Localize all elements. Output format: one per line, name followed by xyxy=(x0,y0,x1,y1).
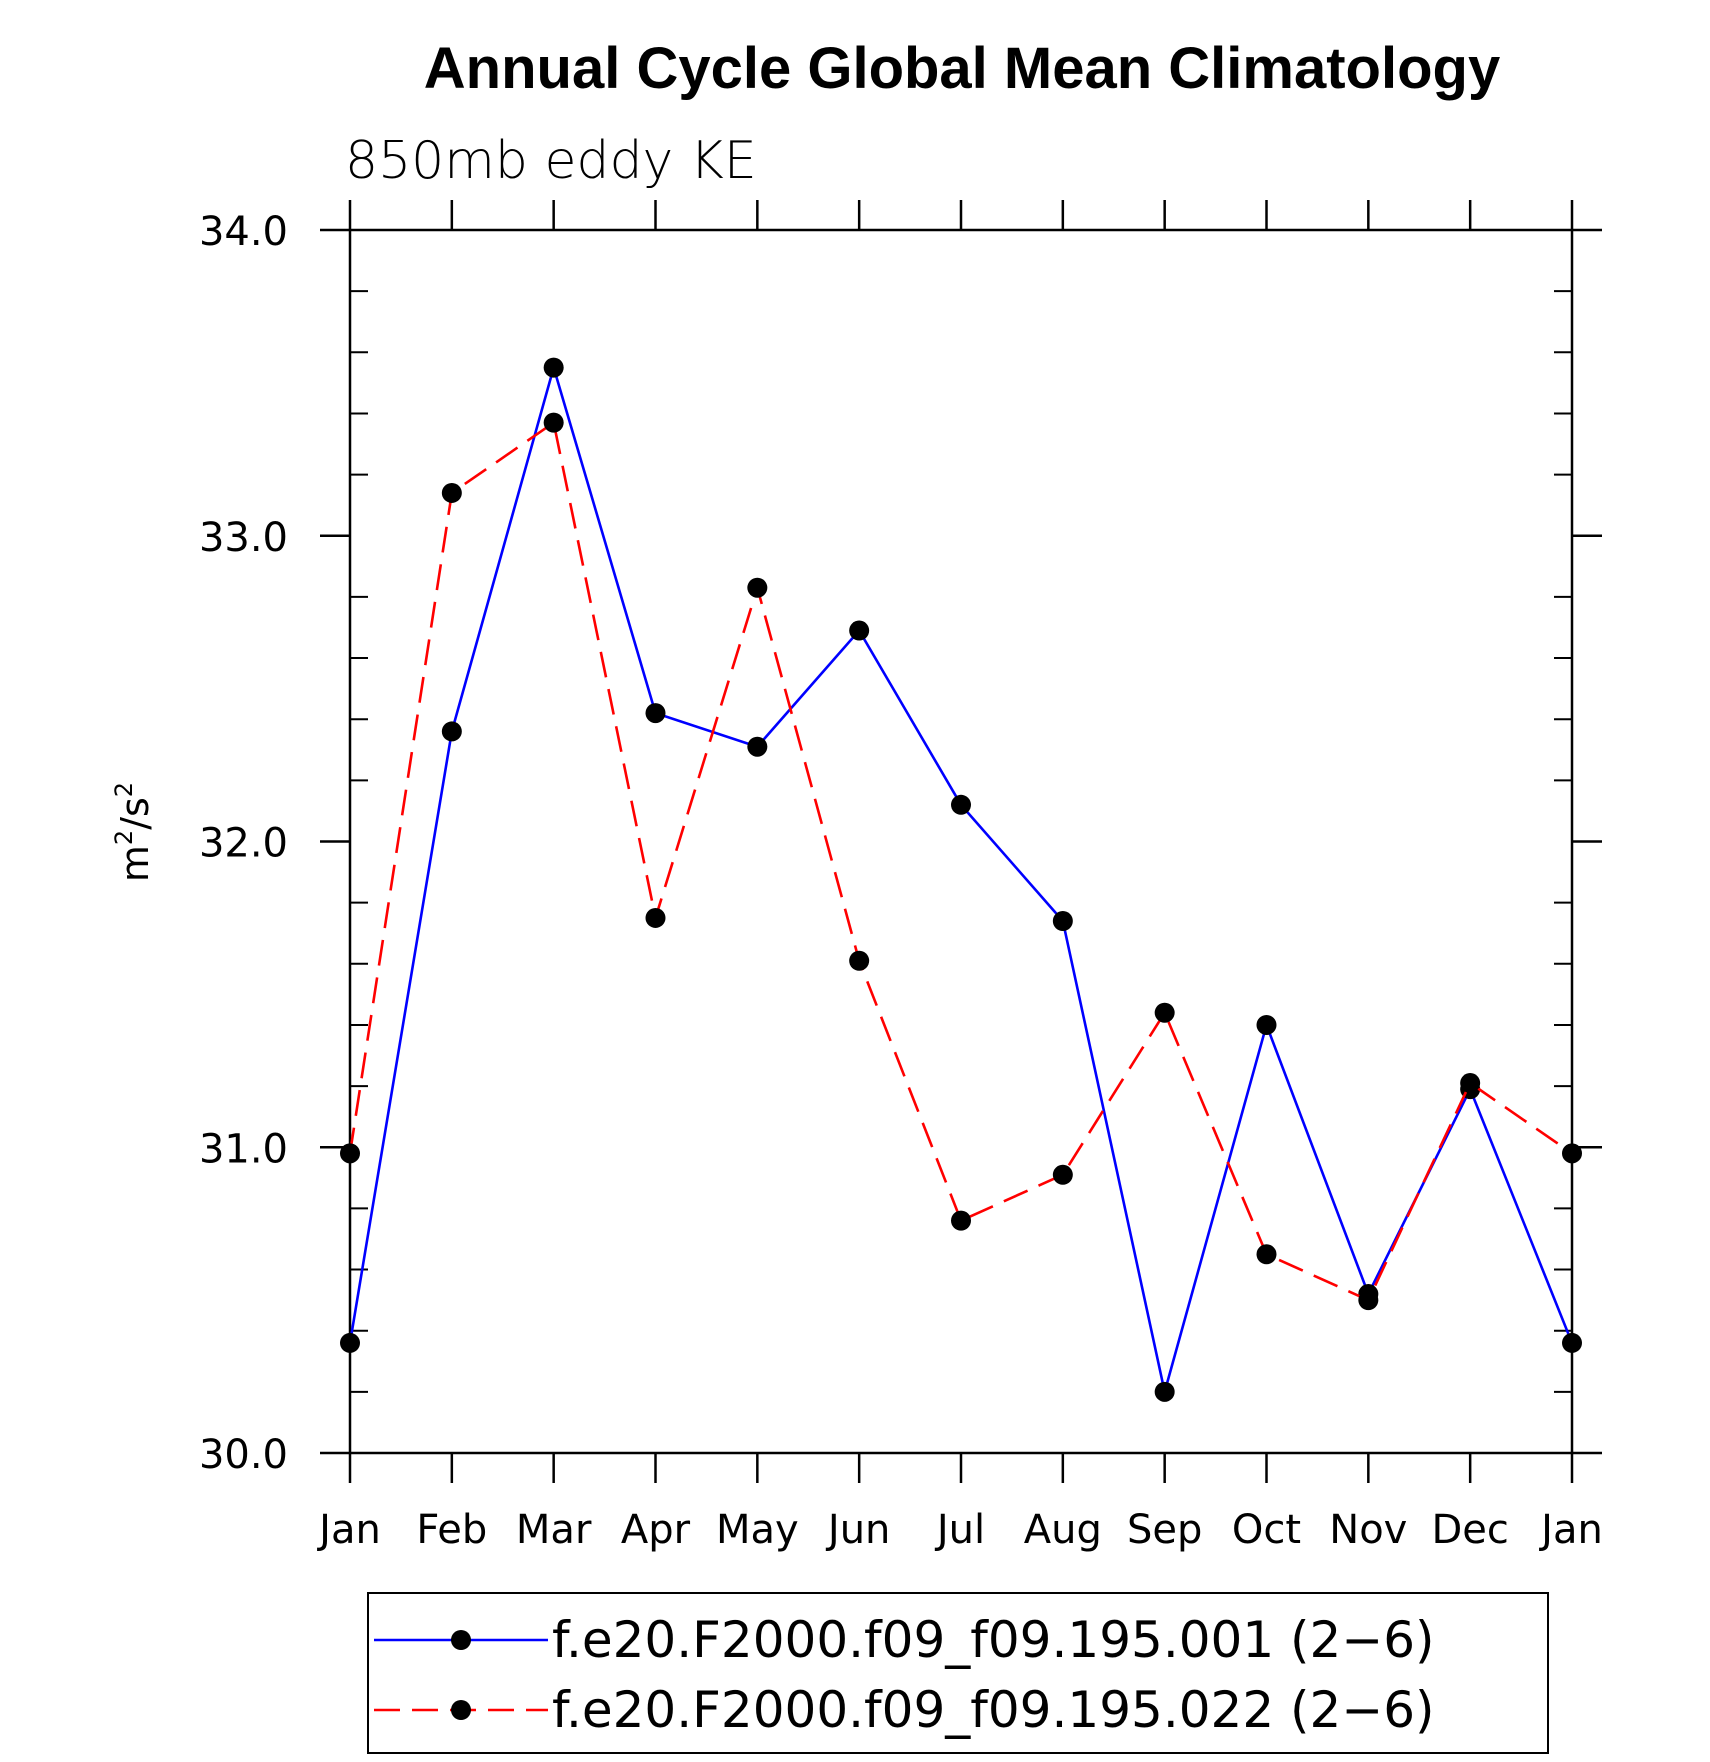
data-point xyxy=(645,703,666,724)
chart-title: Annual Cycle Global Mean Climatology xyxy=(424,36,1500,101)
y-tick-label: 33.0 xyxy=(199,515,288,561)
data-point xyxy=(1154,1002,1175,1023)
data-point xyxy=(1562,1332,1582,1353)
data-point xyxy=(747,577,768,598)
tick-labels: Jan Feb Mar Apr May Jun Jul Aug Sep Oct Nov Dec Jan 3… xyxy=(199,209,1603,1553)
data-point xyxy=(747,736,768,757)
data-point xyxy=(340,1143,360,1164)
x-tick-label: Apr xyxy=(621,1507,691,1553)
ticks xyxy=(320,200,1602,1483)
x-tick-label: Jan xyxy=(1538,1507,1603,1553)
data-point xyxy=(1052,1164,1073,1185)
data-point xyxy=(1256,1244,1277,1265)
series-1 xyxy=(340,357,1582,1402)
x-tick-label: May xyxy=(716,1507,799,1553)
series-2 xyxy=(340,412,1582,1311)
x-tick-label: Feb xyxy=(416,1507,487,1553)
chart-subtitle: 850mb eddy KE xyxy=(345,131,757,191)
data-point xyxy=(645,907,666,928)
data-point xyxy=(1154,1381,1175,1402)
data-point xyxy=(1562,1143,1582,1164)
axes xyxy=(348,228,1574,1455)
legend-marker-1 xyxy=(451,1630,471,1650)
data-point xyxy=(951,794,971,815)
data-point xyxy=(441,721,462,742)
y-tick-label: 30.0 xyxy=(199,1432,288,1478)
data-point xyxy=(543,357,564,378)
data-point xyxy=(849,620,870,641)
data-point xyxy=(951,1210,971,1231)
series xyxy=(340,357,1582,1402)
legend-box xyxy=(367,1592,1549,1754)
data-point xyxy=(441,482,462,503)
x-tick-label: Jun xyxy=(825,1507,891,1553)
x-tick-label: Aug xyxy=(1024,1507,1102,1553)
data-point xyxy=(1256,1014,1277,1035)
data-point xyxy=(1358,1290,1379,1311)
x-tick-label: Sep xyxy=(1127,1507,1202,1553)
legend: f.e20.F2000.f09_f09.195.001 (2−6) f.e20.F… xyxy=(367,1592,1549,1754)
x-tick-label: Jul xyxy=(934,1507,985,1553)
y-axis-label: m2/s2 xyxy=(110,782,157,882)
legend-marker-2 xyxy=(451,1700,471,1720)
y-tick-label: 32.0 xyxy=(199,821,288,867)
legend-label-1: f.e20.F2000.f09_f09.195.001 (2−6) xyxy=(552,1611,1435,1669)
data-point xyxy=(340,1332,360,1353)
data-point xyxy=(543,412,564,433)
y-tick-label: 31.0 xyxy=(199,1126,288,1172)
x-tick-label: Nov xyxy=(1329,1507,1407,1553)
data-point xyxy=(1460,1073,1481,1094)
y-tick-label: 34.0 xyxy=(199,209,288,255)
legend-label-2: f.e20.F2000.f09_f09.195.022 (2−6) xyxy=(552,1681,1435,1739)
x-tick-label: Mar xyxy=(516,1507,592,1553)
x-tick-label: Jan xyxy=(316,1507,381,1553)
x-tick-label: Dec xyxy=(1431,1507,1508,1553)
plot-frame xyxy=(348,228,1574,1455)
x-tick-label: Oct xyxy=(1232,1507,1301,1553)
series-line xyxy=(348,420,1573,1302)
series-line xyxy=(348,362,1574,1393)
data-point xyxy=(1052,910,1073,931)
data-point xyxy=(849,950,870,971)
